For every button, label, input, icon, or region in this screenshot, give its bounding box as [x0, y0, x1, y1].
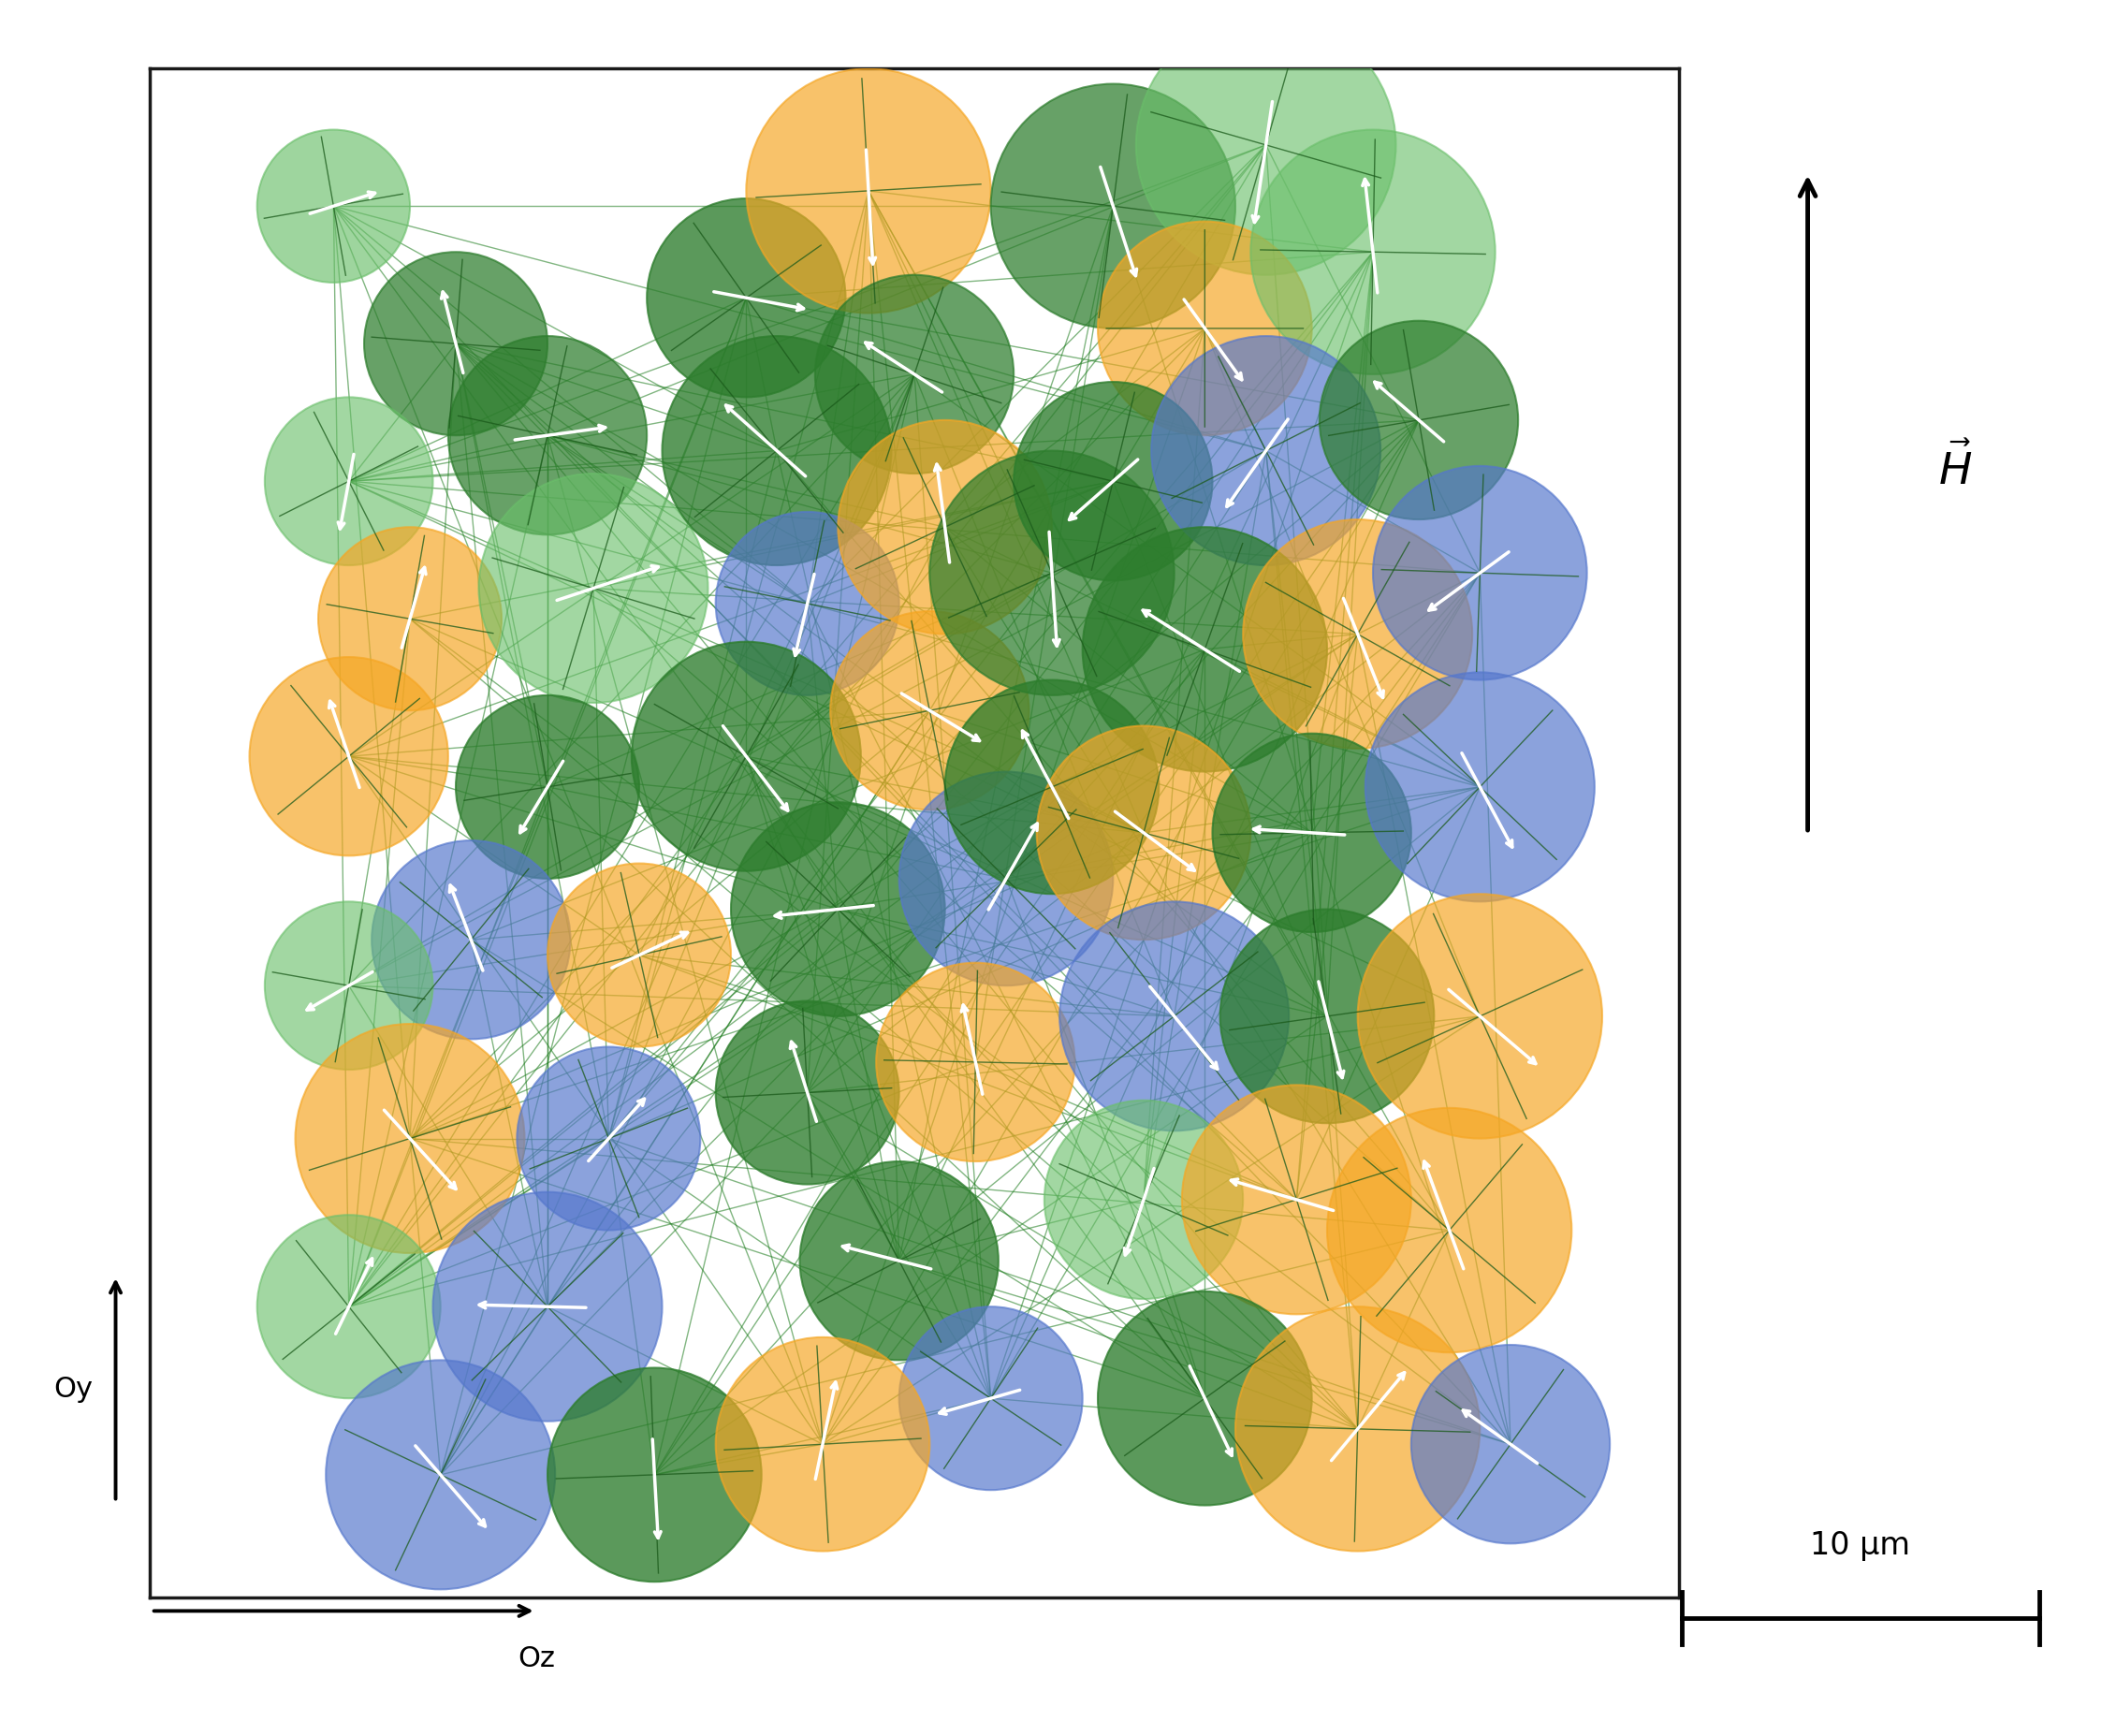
Circle shape — [839, 420, 1051, 635]
Circle shape — [830, 611, 1030, 811]
Circle shape — [1326, 1108, 1572, 1352]
Circle shape — [715, 1002, 900, 1184]
Circle shape — [250, 658, 448, 856]
Circle shape — [1236, 1307, 1480, 1552]
Circle shape — [990, 85, 1236, 330]
Circle shape — [662, 337, 891, 566]
Circle shape — [731, 802, 946, 1017]
Circle shape — [1097, 1292, 1312, 1505]
Circle shape — [326, 1361, 555, 1590]
Circle shape — [647, 200, 845, 398]
Circle shape — [547, 1368, 761, 1581]
Circle shape — [631, 642, 862, 871]
Circle shape — [1358, 894, 1602, 1139]
Circle shape — [1181, 1085, 1410, 1314]
Circle shape — [1251, 130, 1495, 375]
Text: Oy: Oy — [55, 1375, 92, 1403]
Circle shape — [265, 903, 433, 1069]
Circle shape — [946, 681, 1158, 894]
Circle shape — [1320, 321, 1518, 521]
Circle shape — [517, 1047, 700, 1231]
Circle shape — [1097, 222, 1312, 436]
Circle shape — [816, 276, 1013, 474]
Circle shape — [448, 337, 647, 535]
Circle shape — [1410, 1345, 1610, 1543]
Text: $\vec{H}$: $\vec{H}$ — [1938, 444, 1972, 493]
Circle shape — [433, 1193, 662, 1422]
Circle shape — [256, 130, 410, 283]
Circle shape — [1036, 726, 1251, 941]
Circle shape — [265, 398, 433, 566]
Circle shape — [372, 840, 570, 1040]
Circle shape — [1152, 337, 1381, 566]
Circle shape — [294, 1024, 526, 1253]
Circle shape — [1059, 903, 1289, 1132]
Circle shape — [1135, 16, 1396, 276]
Circle shape — [715, 512, 900, 696]
Circle shape — [1045, 1101, 1242, 1299]
Circle shape — [317, 528, 502, 712]
Circle shape — [799, 1161, 998, 1361]
Circle shape — [364, 253, 547, 436]
Text: Oz: Oz — [517, 1644, 555, 1672]
Circle shape — [1366, 674, 1595, 903]
Circle shape — [1083, 528, 1326, 773]
Circle shape — [877, 963, 1074, 1161]
Circle shape — [256, 1215, 441, 1399]
Circle shape — [715, 1337, 929, 1552]
Circle shape — [547, 865, 731, 1047]
Circle shape — [929, 451, 1175, 696]
Circle shape — [746, 69, 990, 314]
Circle shape — [1013, 382, 1213, 582]
Circle shape — [1219, 910, 1434, 1123]
Circle shape — [900, 773, 1114, 986]
Text: 10 μm: 10 μm — [1810, 1529, 1911, 1561]
Circle shape — [479, 474, 708, 703]
Circle shape — [456, 696, 639, 878]
Circle shape — [1373, 467, 1587, 681]
Circle shape — [1213, 734, 1410, 932]
Circle shape — [900, 1307, 1083, 1489]
Circle shape — [1242, 521, 1471, 750]
